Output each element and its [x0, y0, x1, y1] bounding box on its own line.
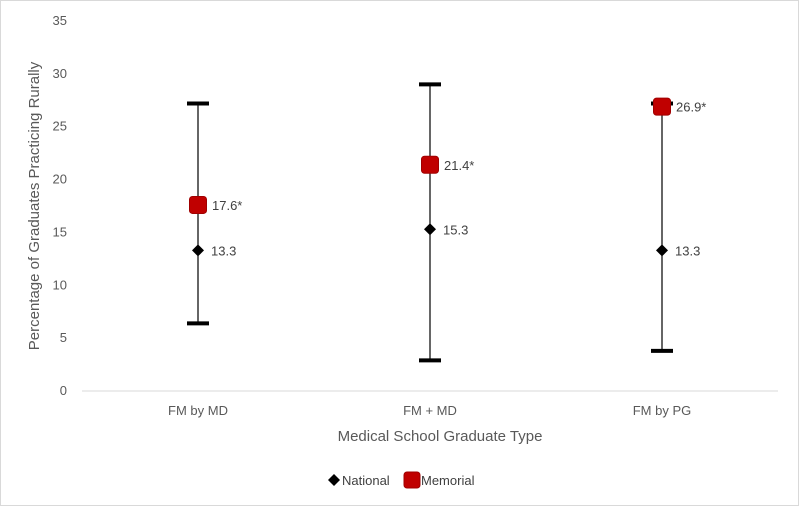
y-tick-label: 0	[60, 383, 67, 398]
national-point	[656, 244, 668, 257]
memorial-data-label: 17.6*	[212, 198, 242, 213]
y-axis-title: Percentage of Graduates Practicing Rural…	[26, 61, 43, 350]
y-axis-ticks: 0 5 10 15 20 25 30 35	[53, 13, 67, 398]
legend-memorial-icon	[403, 471, 421, 489]
x-axis-title: Medical School Graduate Type	[338, 428, 543, 445]
legend: National Memorial	[328, 471, 475, 489]
memorial-point	[421, 155, 439, 174]
national-data-label: 15.3	[443, 222, 468, 237]
x-tick-label: FM by PG	[633, 403, 692, 418]
y-tick-label: 30	[53, 66, 67, 81]
memorial-point	[189, 195, 207, 214]
x-tick-label: FM by MD	[168, 403, 228, 418]
legend-memorial-label: Memorial	[421, 473, 475, 488]
x-axis-ticks: FM by MD FM + MD FM by PG	[168, 403, 691, 418]
y-tick-label: 20	[53, 172, 67, 187]
y-tick-label: 5	[60, 330, 67, 345]
y-tick-label: 35	[53, 13, 67, 28]
y-tick-label: 25	[53, 119, 67, 134]
memorial-data-label: 26.9*	[676, 100, 706, 115]
y-tick-label: 10	[53, 277, 67, 292]
error-bars	[187, 82, 673, 363]
memorial-data-label: 21.4*	[444, 158, 474, 173]
data-points	[189, 97, 671, 257]
x-tick-label: FM + MD	[403, 403, 457, 418]
legend-national-icon	[328, 474, 340, 486]
national-data-label: 13.3	[675, 243, 700, 258]
national-data-label: 13.3	[211, 243, 236, 258]
national-point	[424, 223, 436, 236]
national-point	[192, 244, 204, 257]
data-labels: 13.3 15.3 13.3 17.6* 21.4* 26.9*	[211, 100, 706, 259]
y-tick-label: 15	[53, 224, 67, 239]
memorial-point	[653, 97, 671, 116]
legend-national-label: National	[342, 473, 390, 488]
